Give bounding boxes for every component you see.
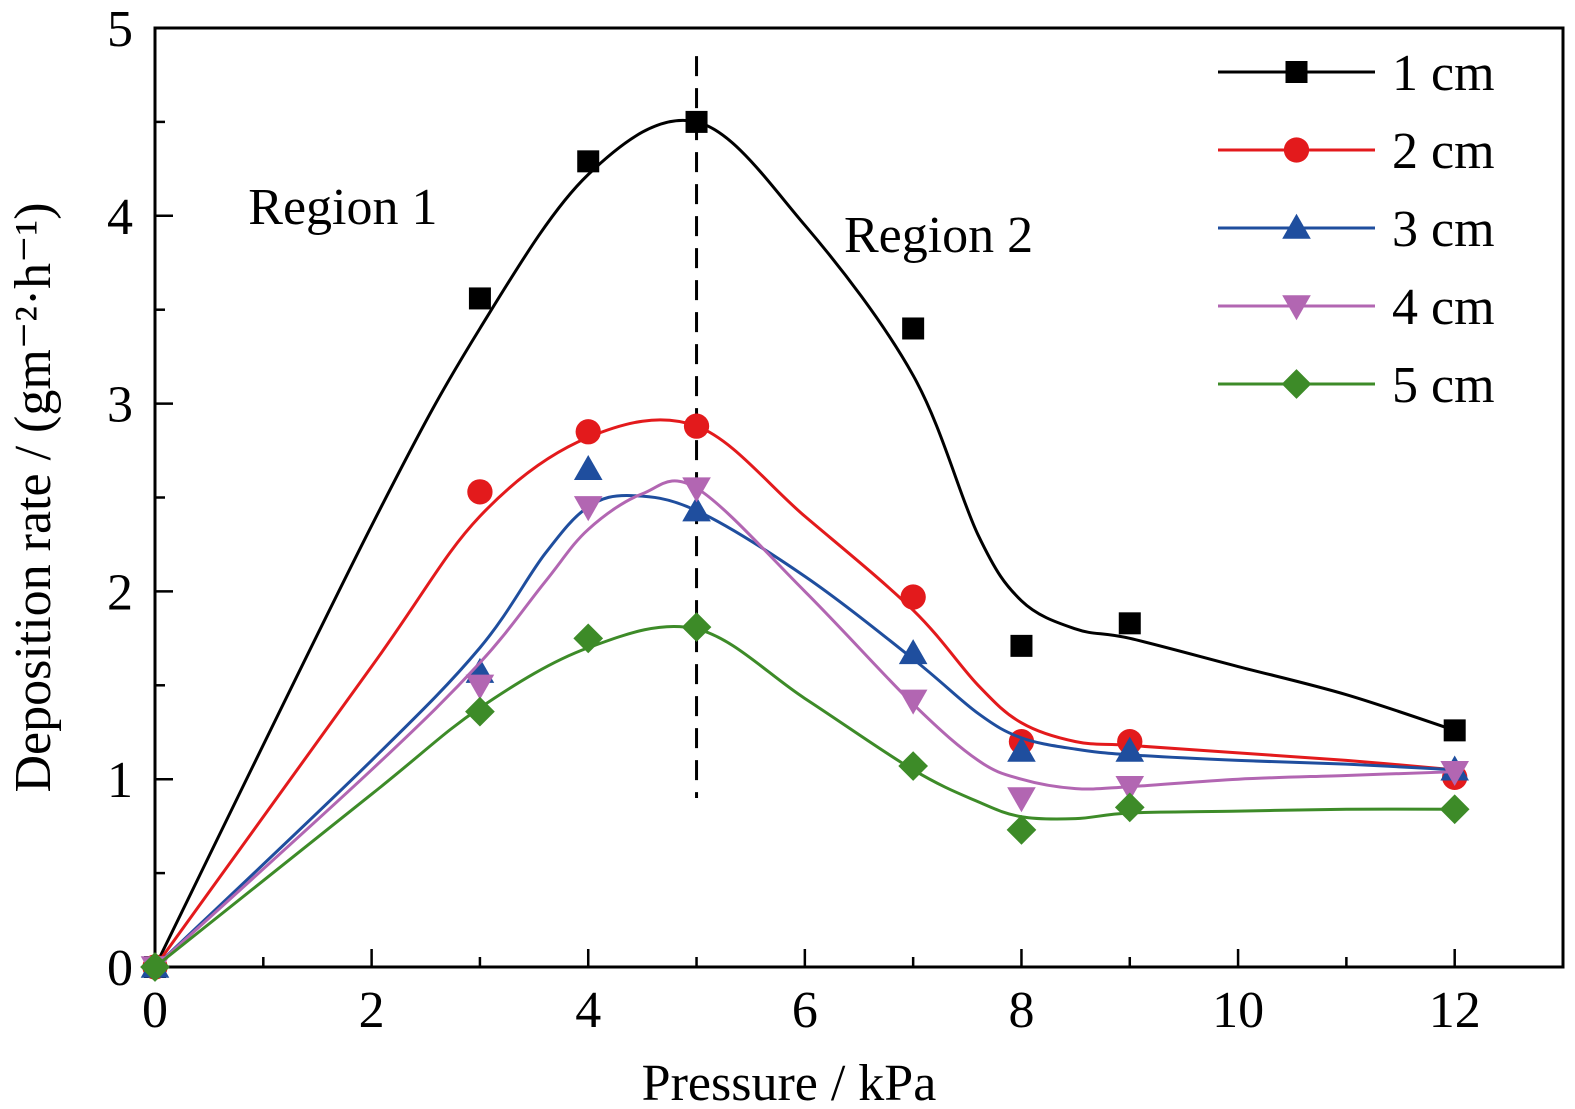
series-line: [154, 624, 1455, 969]
data-point: [575, 419, 601, 445]
x-tick-label: 10: [1212, 982, 1264, 1039]
data-point: [900, 584, 926, 610]
plot-frame: [153, 26, 1565, 969]
data-point: [1007, 787, 1036, 813]
x-tick-label: 4: [575, 982, 601, 1039]
data-point: [1006, 815, 1037, 845]
data-point: [681, 612, 712, 642]
series-4: [140, 477, 1469, 982]
data-point: [577, 150, 600, 173]
legend-item: 1 cm: [1218, 45, 1495, 102]
series-5: [140, 612, 1470, 982]
data-point: [683, 413, 710, 439]
y-tick-label: 2: [107, 564, 133, 621]
data-point: [1114, 792, 1145, 823]
x-tick-label: 12: [1429, 982, 1481, 1039]
data-point: [898, 689, 928, 715]
annotations: Region 1 Region 2: [248, 179, 1033, 264]
data-point: [1443, 719, 1466, 742]
x-tick-label: 6: [792, 982, 818, 1039]
series-1: [144, 110, 1466, 978]
data-point: [898, 751, 929, 781]
y-tick-label: 0: [107, 940, 133, 997]
series-3: [140, 455, 1469, 978]
region-label: Region 2: [844, 207, 1033, 264]
data-point: [685, 110, 708, 133]
legend-item: 4 cm: [1218, 279, 1495, 336]
legend-label: 2 cm: [1392, 123, 1495, 180]
data-point: [465, 674, 495, 700]
series-line: [153, 479, 1455, 969]
legend-label: 5 cm: [1392, 357, 1495, 414]
data-point: [467, 479, 493, 505]
y-axis-title: Deposition rate / (gm⁻²·h⁻¹): [5, 202, 62, 792]
x-tick-label: 0: [142, 982, 168, 1039]
series-line: [153, 418, 1455, 968]
y-tick-label: 5: [107, 1, 133, 58]
data-point: [1115, 736, 1145, 762]
data-point: [1440, 760, 1469, 786]
series-2: [142, 413, 1468, 980]
legend-item: 2 cm: [1218, 123, 1495, 180]
x-tick-label: 2: [359, 982, 385, 1039]
data-point: [1283, 137, 1310, 163]
data-point: [902, 317, 925, 340]
data-point: [1115, 775, 1145, 802]
legend-item: 3 cm: [1218, 201, 1495, 258]
data-point: [140, 952, 170, 982]
data-point: [1282, 213, 1311, 239]
region-label: Region 1: [248, 179, 437, 236]
data-point: [1281, 369, 1312, 399]
data-point: [1010, 634, 1033, 657]
series-line: [153, 494, 1455, 969]
legend-item: 5 cm: [1218, 357, 1495, 414]
legend-label: 3 cm: [1392, 201, 1495, 258]
legend: 1 cm 2 cm 3 cm 4 cm 5 cm: [1218, 45, 1495, 414]
data-point: [1118, 612, 1141, 635]
data-point: [1282, 295, 1311, 321]
y-tick-label: 4: [107, 189, 133, 246]
data-point: [573, 496, 603, 522]
y-tick-label: 3: [107, 377, 133, 434]
data-point: [682, 496, 711, 522]
data-point: [1285, 61, 1308, 83]
data-point: [682, 477, 711, 503]
legend-label: 1 cm: [1392, 45, 1495, 102]
data-point: [898, 639, 928, 665]
x-tick-label: 8: [1008, 982, 1034, 1039]
data-point: [1007, 736, 1036, 762]
data-point: [573, 455, 603, 481]
series-group: [140, 110, 1470, 982]
data-point: [465, 696, 495, 727]
data-point: [468, 287, 491, 310]
legend-label: 4 cm: [1392, 279, 1495, 336]
data-point: [1439, 794, 1470, 825]
x-axis-title: Pressure / kPa: [642, 1055, 937, 1109]
data-point: [573, 623, 604, 654]
y-tick-label: 1: [107, 752, 133, 809]
series-line: [153, 118, 1456, 968]
